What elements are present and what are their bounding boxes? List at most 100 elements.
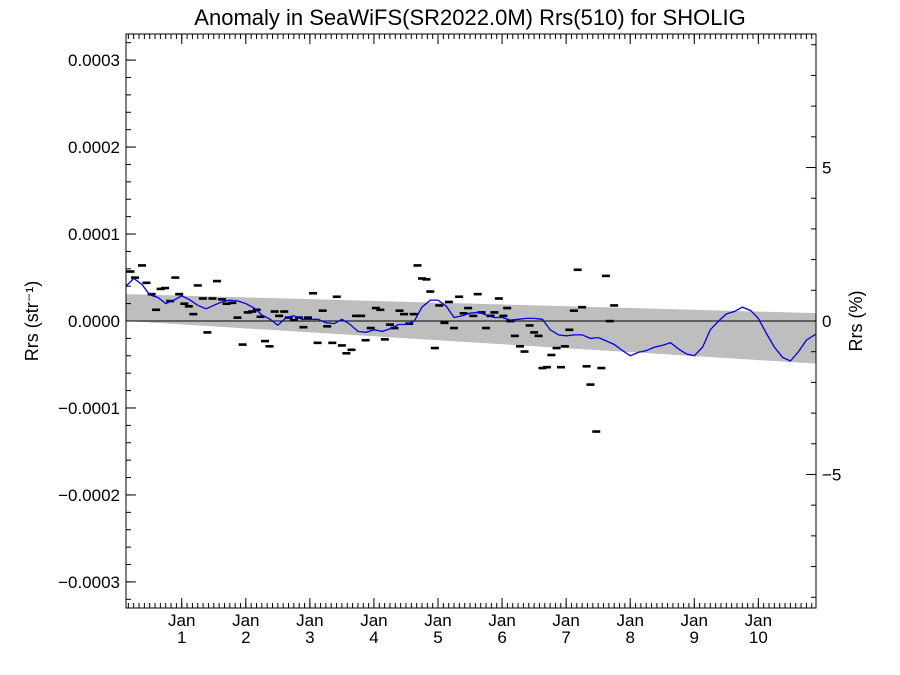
data-point [597,366,606,370]
data-point [208,297,217,300]
data-point [547,353,556,357]
plot-area [125,33,817,609]
data-point [542,365,551,369]
data-point [469,314,478,318]
smoothed-series-line [125,277,817,362]
y-tick-label: −0.0003 [58,573,120,592]
data-point [482,326,491,330]
data-point [261,339,270,343]
data-point [161,286,170,290]
y-tick-label: −0.0002 [58,486,120,505]
data-point [525,324,534,327]
y-tick-label: 0.0003 [68,51,120,70]
x-tick-month: Jan [232,611,259,630]
x-tick-year: 1 [177,628,186,647]
y2-axis-label: Rrs (%) [846,291,866,352]
data-point [228,301,237,305]
data-point [371,306,380,310]
data-point [534,334,543,338]
x-tick-year: 5 [433,628,442,647]
data-point [503,306,512,310]
data-point [184,305,193,308]
data-point [538,366,547,370]
data-point [499,314,508,318]
data-point [473,292,482,296]
data-point [212,279,221,283]
chart-title: Anomaly in SeaWiFS(SR2022.0M) Rrs(510) f… [194,5,745,30]
data-point [530,331,539,334]
data-point [409,312,418,316]
data-point [275,314,284,318]
x-tick-year: 3 [305,628,314,647]
data-point [413,264,422,267]
data-point [332,295,341,299]
data-point [265,345,274,348]
data-point [400,312,409,316]
right-y-axis: 5 0 −5 [806,44,841,598]
data-point [578,305,587,309]
data-point [601,274,610,278]
data-point [198,297,207,300]
data-point [582,365,591,368]
x-tick-year: 6 [497,628,506,647]
data-point [280,310,289,313]
data-point [586,383,595,386]
data-point [426,290,435,293]
data-point [380,338,389,341]
data-point [366,326,375,330]
y-tick-label: −0.0001 [58,399,120,418]
anomaly-points [126,264,619,433]
data-point [233,316,242,319]
data-point [605,319,614,323]
data-point [557,365,566,369]
data-point [248,310,257,313]
data-point [385,323,394,326]
data-point [565,328,574,332]
data-point [506,319,515,323]
data-point [323,325,332,328]
data-point [270,310,279,313]
data-point [490,311,499,314]
data-point [440,321,449,325]
x-tick-year: 2 [241,628,250,647]
data-point [189,312,198,316]
x-tick-year: 8 [625,628,634,647]
data-point [430,346,439,350]
data-point [309,291,318,295]
x-tick-month: Jan [168,611,195,630]
data-point [444,300,453,304]
data-point [318,309,327,312]
x-tick-year: 10 [749,628,768,647]
data-point [361,338,370,342]
data-point [299,325,308,329]
data-point [516,345,525,348]
data-point [142,281,151,285]
x-tick-month: Jan [681,611,708,630]
data-point [313,341,322,345]
data-point [222,302,231,306]
data-point [417,277,426,280]
data-point [126,270,135,273]
data-point [284,316,293,319]
data-point [175,292,184,296]
x-tick-month: Jan [488,611,515,630]
x-tick-year: 9 [690,628,699,647]
y-tick-label: 0.0002 [68,138,120,157]
data-point [289,318,298,322]
data-point [573,268,582,272]
data-point [560,345,569,348]
data-point [510,334,519,338]
x-tick-month: Jan [745,611,772,630]
x-tick-month: Jan [616,611,643,630]
data-point [218,298,227,301]
y2-tick-label: 5 [822,159,831,178]
data-point [180,302,189,306]
data-point [337,344,346,347]
data-point [171,276,180,279]
data-point [347,348,356,352]
data-point [256,315,265,319]
data-point [130,276,139,279]
data-point [238,343,247,346]
x-tick-year: 7 [561,628,570,647]
